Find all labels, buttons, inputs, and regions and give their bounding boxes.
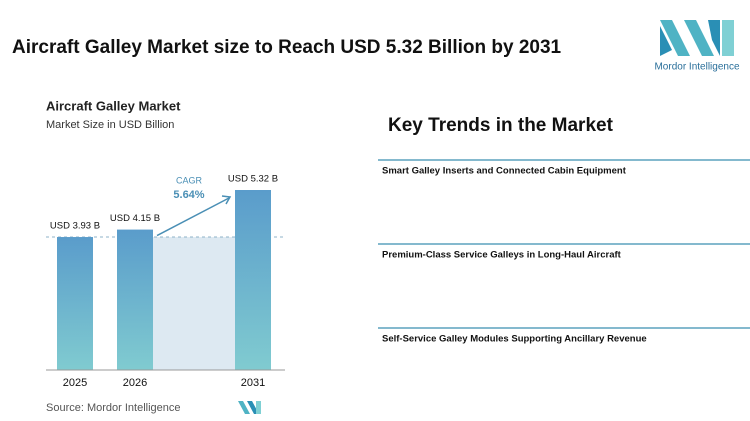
chart-subtitle: Market Size in USD Billion [46,119,174,131]
logo-text: Mordor Intelligence [654,62,739,73]
x-tick-label: 2026 [123,377,147,389]
arrow-head [221,195,232,205]
x-tick-label: 2031 [241,377,265,389]
bar [57,237,93,370]
small-logo [238,401,261,414]
cagr-value: 5.64% [173,189,204,201]
value-label: USD 5.32 B [228,174,278,185]
bar [117,229,153,370]
value-label: USD 3.93 B [50,221,100,232]
trend-item: Premium-Class Service Galleys in Long-Ha… [382,250,622,261]
bar [235,190,271,370]
cagr-arrow [156,197,230,237]
trend-item: Self-Service Galley Modules Supporting A… [382,334,647,345]
chart-title: Aircraft Galley Market [46,98,181,113]
source: Source: Mordor Intelligence [46,402,181,414]
x-tick-label: 2025 [63,377,87,389]
value-label: USD 4.15 B [110,213,160,224]
logo [660,20,734,56]
trend-item: Smart Galley Inserts and Connected Cabin… [382,166,627,177]
cagr-label: CAGR [176,175,203,185]
page-title: Aircraft Galley Market size to Reach USD… [12,37,562,58]
shade [153,237,235,370]
trends-title: Key Trends in the Market [388,115,614,136]
